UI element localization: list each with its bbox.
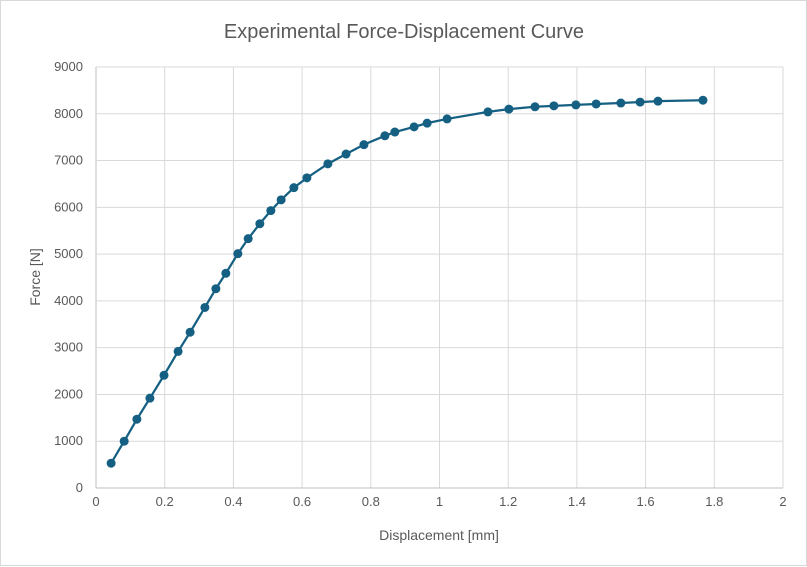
data-point <box>549 101 559 111</box>
y-tick-label: 3000 <box>54 340 83 355</box>
data-point <box>409 122 419 132</box>
data-point <box>442 114 452 124</box>
y-tick-label: 5000 <box>54 246 83 261</box>
x-tick-label: 1.8 <box>705 494 723 509</box>
x-tick-label: 1 <box>436 494 443 509</box>
data-point <box>530 102 540 112</box>
data-point <box>119 436 129 446</box>
data-point <box>616 98 626 108</box>
data-point <box>698 95 708 105</box>
data-point <box>132 414 142 424</box>
data-point <box>159 370 169 380</box>
data-point <box>591 99 601 109</box>
x-tick-label: 1.2 <box>499 494 517 509</box>
data-point <box>571 100 581 110</box>
x-axis-label: Displacement [mm] <box>379 527 499 543</box>
y-axis-label: Force [N] <box>27 248 43 306</box>
y-tick-label: 4000 <box>54 293 83 308</box>
data-point <box>276 195 286 205</box>
series-line <box>110 99 703 464</box>
data-point <box>504 104 514 114</box>
y-tick-label: 8000 <box>54 106 83 121</box>
data-point <box>266 206 276 216</box>
data-point <box>233 249 243 259</box>
chart-title: Experimental Force-Displacement Curve <box>224 21 584 43</box>
data-point <box>483 107 493 117</box>
x-tick-label: 0.6 <box>293 494 311 509</box>
y-tick-label: 9000 <box>54 59 83 74</box>
x-tick-label: 1.6 <box>637 494 655 509</box>
data-point <box>323 159 333 169</box>
data-point <box>185 327 195 337</box>
data-point <box>200 302 210 312</box>
x-tick-label: 2 <box>779 494 786 509</box>
y-tick-label: 0 <box>76 480 83 495</box>
x-tick-label: 0.8 <box>362 494 380 509</box>
data-point <box>211 284 221 294</box>
data-point <box>243 234 253 244</box>
data-point <box>422 118 432 128</box>
data-point <box>359 140 369 150</box>
data-point <box>106 458 116 468</box>
x-tick-label: 0.4 <box>224 494 242 509</box>
data-point <box>289 183 299 193</box>
data-point <box>221 268 231 278</box>
data-point <box>255 219 265 229</box>
data-point <box>635 97 645 107</box>
y-tick-label: 6000 <box>54 199 83 214</box>
y-tick-label: 1000 <box>54 433 83 448</box>
data-point <box>380 131 390 141</box>
data-point <box>341 149 351 159</box>
y-tick-label: 7000 <box>54 153 83 168</box>
x-tick-label: 0.2 <box>156 494 174 509</box>
y-tick-label: 2000 <box>54 386 83 401</box>
x-tick-label: 1.4 <box>568 494 586 509</box>
data-point <box>653 96 663 106</box>
x-tick-label: 0 <box>92 494 99 509</box>
data-point <box>173 346 183 356</box>
data-point <box>390 127 400 137</box>
data-point <box>145 393 155 403</box>
data-point <box>302 173 312 183</box>
